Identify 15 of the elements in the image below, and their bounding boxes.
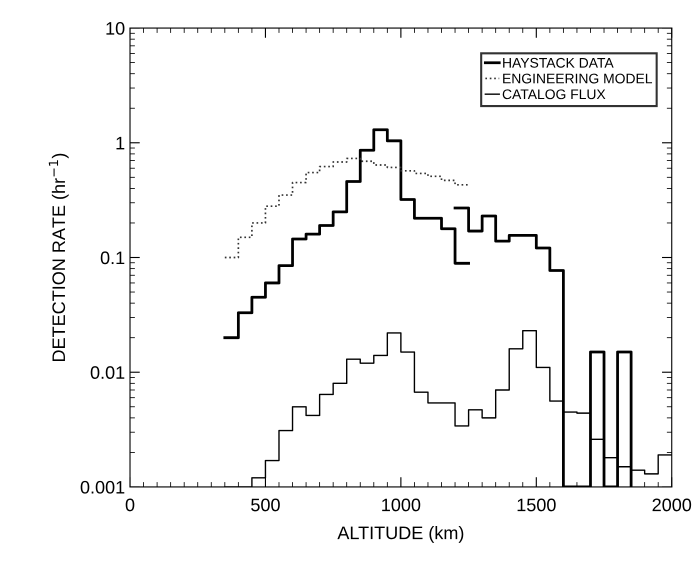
y-tick-label: 1 [116,136,124,150]
x-axis-title: ALTITUDE (km) [337,526,464,543]
y-tick-label: 0.1 [100,251,124,264]
legend-label: CATALOG FLUX [502,89,606,100]
y-tick-label: 0.001 [80,480,124,494]
legend-label: ENGINEERING MODEL [503,74,652,84]
x-tick-label: 1500 [518,498,556,512]
x-tick-label: 500 [251,498,280,512]
y-tick-label: 10 [106,22,124,35]
x-tick-label: 0 [126,498,134,512]
x-tick-label: 2000 [652,498,692,512]
y-axis-title: DETECTION RATE (hr$^{−1}$) [48,154,69,362]
y-tick-label: 0.01 [90,366,124,379]
legend-label: HAYSTACK DATA [503,58,614,68]
x-tick-label: 1000 [382,498,420,512]
